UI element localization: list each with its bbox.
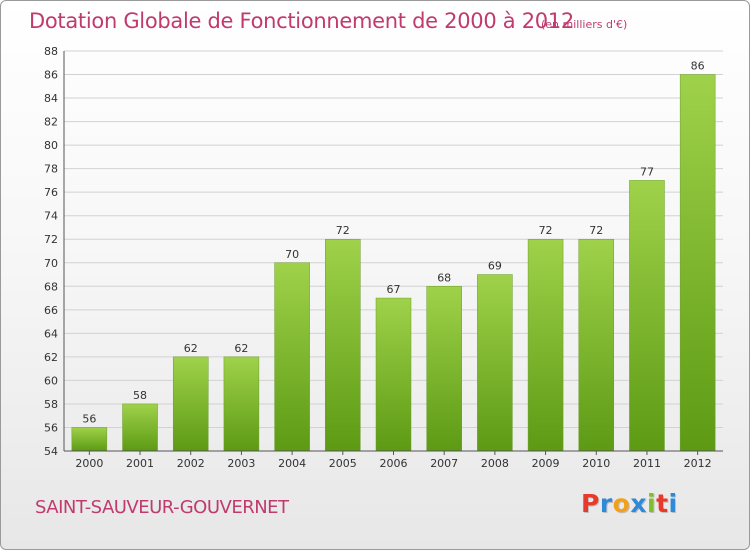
- bar: [71, 427, 108, 452]
- y-tick-label: 82: [44, 116, 58, 129]
- bar-value-label: 72: [589, 224, 603, 237]
- logo-letter: i: [647, 489, 657, 518]
- y-tick-label: 70: [44, 257, 58, 270]
- bar: [426, 286, 462, 452]
- y-tick-label: 72: [44, 233, 58, 246]
- bar-value-label: 68: [437, 271, 451, 284]
- x-tick-label: 2009: [532, 457, 560, 470]
- axes: 54 56 58 60 62 64 66 68 70 72 74 76 78 80 82 84 86 88 2000…: [44, 45, 723, 470]
- chart-subtitle: (en milliers d'€): [541, 18, 628, 31]
- x-tick-label: 2008: [481, 457, 509, 470]
- y-tick-label: 64: [44, 327, 58, 340]
- bar-value-label: 56: [82, 412, 96, 425]
- x-tick-label: 2004: [278, 457, 306, 470]
- bar: [122, 403, 158, 452]
- bar-value-label: 70: [285, 248, 299, 261]
- x-tick-label: 2012: [684, 457, 712, 470]
- logo-letter: x: [630, 489, 647, 518]
- logo-letter: o: [612, 489, 631, 518]
- x-tick-label: 2006: [380, 457, 408, 470]
- bar-value-label: 58: [133, 389, 147, 402]
- y-tick-label: 84: [44, 92, 58, 105]
- data-labels: 56 58 62 62 70 72 67 68 69 72 72 77 86: [82, 60, 704, 426]
- y-tick-label: 60: [44, 374, 58, 387]
- commune-name: SAINT-SAUVEUR-GOUVERNET: [35, 497, 289, 518]
- y-tick-label: 74: [44, 210, 58, 223]
- x-tick-label: 2003: [227, 457, 255, 470]
- y-tick-label: 66: [44, 304, 58, 317]
- y-tick-label: 76: [44, 186, 58, 199]
- y-tick-label: 56: [44, 421, 58, 434]
- y-tick-label: 88: [44, 45, 58, 58]
- x-tick-label: 2005: [329, 457, 357, 470]
- bar: [629, 180, 665, 452]
- bars: [71, 74, 716, 452]
- bar: [172, 356, 209, 452]
- logo-letter: P: [581, 489, 600, 518]
- bar-value-label: 69: [488, 260, 502, 273]
- bar-value-label: 67: [387, 283, 401, 296]
- x-tick-label: 2011: [633, 457, 661, 470]
- bar: [223, 356, 260, 452]
- logo-letter: i: [668, 489, 678, 518]
- bar-value-label: 62: [184, 342, 198, 355]
- bar-value-label: 72: [539, 224, 553, 237]
- x-tick-label: 2001: [126, 457, 154, 470]
- y-tick-label: 86: [44, 69, 58, 82]
- x-tick-label: 2010: [582, 457, 610, 470]
- bar: [375, 297, 412, 452]
- x-tick-label: 2000: [75, 457, 103, 470]
- chart-title: Dotation Globale de Fonctionnement de 20…: [29, 9, 574, 33]
- bar-value-label: 62: [234, 342, 248, 355]
- bar: [325, 238, 361, 452]
- y-tick-label: 78: [44, 163, 58, 176]
- y-tick-label: 80: [44, 139, 58, 152]
- bar-value-label: 86: [691, 60, 705, 73]
- bar: [477, 274, 513, 452]
- y-tick-label: 58: [44, 398, 58, 411]
- x-tick-label: 2002: [177, 457, 205, 470]
- bar: [274, 262, 310, 452]
- y-tick-label: 68: [44, 280, 58, 293]
- y-tick-label: 62: [44, 351, 58, 364]
- bar: [679, 74, 716, 452]
- bar: [578, 238, 615, 452]
- bar-value-label: 77: [640, 165, 654, 178]
- bar-value-label: 72: [336, 224, 350, 237]
- logo-letter: r: [599, 489, 613, 518]
- y-tick-label: 54: [44, 445, 58, 458]
- logo-letter: t: [656, 489, 669, 518]
- x-tick-label: 2007: [430, 457, 458, 470]
- bar: [527, 238, 564, 452]
- proxiti-logo: Proxiti: [581, 489, 678, 518]
